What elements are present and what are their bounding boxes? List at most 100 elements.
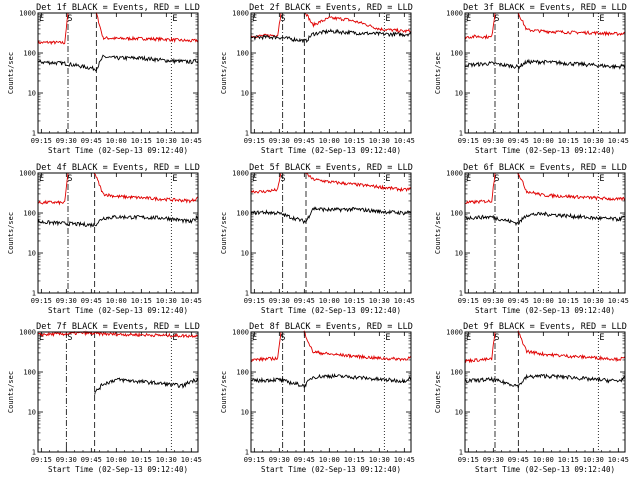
x-tick-label: 10:15: [558, 456, 579, 464]
y-axis-label: Counts/sec: [7, 212, 15, 254]
x-tick-label: 09:45: [81, 297, 102, 305]
panel-title: Det 6f BLACK = Events, RED = LLD: [463, 163, 627, 173]
x-tick-label: 10:45: [608, 456, 629, 464]
y-tick-label: 10: [28, 90, 36, 98]
marker-label: S: [67, 174, 72, 184]
x-tick-label: 10:00: [533, 137, 554, 145]
x-tick-label: 10:30: [369, 297, 390, 305]
marker-label: E: [39, 14, 44, 24]
y-tick-label: 1: [32, 290, 36, 298]
x-tick-label: 10:15: [131, 297, 152, 305]
detector-panel: Det 4f BLACK = Events, RED = LLD Counts/s…: [7, 163, 202, 315]
x-tick-label: 09:15: [244, 137, 265, 145]
x-tick-label: 10:30: [156, 456, 177, 464]
events-series-line: [250, 28, 412, 43]
x-tick-label: 09:30: [483, 137, 504, 145]
x-tick-label: 10:00: [319, 137, 340, 145]
panel-title: Det 3f BLACK = Events, RED = LLD: [463, 3, 627, 13]
lld-series-line: [250, 172, 412, 194]
y-tick-label: 1: [459, 130, 463, 138]
x-tick-label: 10:45: [394, 297, 415, 305]
x-tick-label: 10:15: [131, 456, 152, 464]
marker-label: S: [494, 14, 499, 24]
x-tick-label: 10:45: [181, 456, 202, 464]
x-tick-label: 09:30: [483, 456, 504, 464]
y-tick-label: 10: [455, 90, 463, 98]
y-tick-label: 1000: [446, 10, 463, 18]
x-tick-label: 09:15: [31, 297, 52, 305]
x-tick-label: 09:45: [508, 137, 529, 145]
y-tick-label: 100: [236, 369, 249, 377]
y-axis-label: Counts/sec: [220, 52, 228, 94]
y-axis-label: Counts/sec: [434, 52, 442, 94]
events-series-line: [250, 206, 412, 225]
panel-title: Det 1f BLACK = Events, RED = LLD: [36, 3, 200, 13]
y-tick-label: 1: [459, 449, 463, 457]
lld-series-line: [464, 172, 626, 205]
y-tick-label: 1000: [19, 10, 36, 18]
plot-frame: [37, 331, 199, 453]
plot-frame: [37, 12, 199, 134]
marker-label: S: [494, 333, 499, 343]
events-series-line: [464, 211, 626, 227]
y-tick-label: 100: [450, 210, 463, 218]
y-tick-label: 1000: [232, 170, 249, 178]
y-tick-label: 100: [236, 210, 249, 218]
marker-label: E: [599, 174, 604, 184]
y-axis-label: Counts/sec: [220, 212, 228, 254]
y-axis-label: Counts/sec: [220, 371, 228, 413]
plot-frame: [250, 172, 412, 294]
x-tick-label: 10:00: [319, 297, 340, 305]
y-tick-label: 1000: [19, 329, 36, 337]
marker-label: S: [67, 14, 72, 24]
x-tick-label: 09:15: [31, 456, 52, 464]
x-tick-label: 09:30: [483, 297, 504, 305]
lld-series-line: [38, 172, 199, 206]
y-axis-label: Counts/sec: [434, 212, 442, 254]
x-axis-label: Start Time (02-Sep-13 09:12:40): [48, 306, 188, 315]
y-tick-label: 10: [28, 250, 36, 258]
x-tick-label: 10:00: [533, 297, 554, 305]
events-series-line: [464, 373, 626, 389]
x-tick-label: 09:45: [294, 137, 315, 145]
plot-frame: [250, 331, 412, 453]
x-tick-label: 10:45: [394, 137, 415, 145]
x-tick-label: 09:15: [458, 456, 479, 464]
x-tick-label: 10:15: [558, 137, 579, 145]
x-tick-label: 09:30: [269, 297, 290, 305]
x-tick-label: 10:30: [156, 137, 177, 145]
lld-series-line: [464, 12, 626, 40]
marker-label: E: [39, 174, 44, 184]
x-tick-label: 09:30: [56, 297, 77, 305]
detector-panel: Det 8f BLACK = Events, RED = LLD Counts/s…: [220, 322, 415, 474]
x-axis-label: Start Time (02-Sep-13 09:12:40): [48, 465, 188, 474]
y-tick-label: 100: [236, 50, 249, 58]
lld-series-line: [464, 330, 626, 364]
y-tick-label: 1: [32, 449, 36, 457]
detector-panel: Det 2f BLACK = Events, RED = LLD Counts/s…: [220, 3, 415, 155]
x-tick-label: 10:15: [344, 137, 365, 145]
marker-label: S: [280, 174, 285, 184]
y-tick-label: 1000: [446, 329, 463, 337]
x-axis-label: Start Time (02-Sep-13 09:12:40): [261, 465, 401, 474]
panel-title: Det 5f BLACK = Events, RED = LLD: [249, 163, 413, 173]
x-tick-label: 09:15: [244, 456, 265, 464]
x-tick-label: 09:15: [458, 297, 479, 305]
x-tick-label: 10:30: [369, 137, 390, 145]
x-tick-label: 10:15: [131, 137, 152, 145]
x-axis-label: Start Time (02-Sep-13 09:12:40): [475, 465, 615, 474]
y-tick-label: 1: [32, 130, 36, 138]
marker-label: E: [172, 174, 177, 184]
x-tick-label: 09:45: [81, 137, 102, 145]
x-axis-label: Start Time (02-Sep-13 09:12:40): [261, 146, 401, 155]
y-tick-label: 10: [241, 90, 249, 98]
y-axis-label: Counts/sec: [434, 371, 442, 413]
y-axis-label: Counts/sec: [7, 52, 15, 94]
lld-series-line: [37, 330, 199, 339]
marker-label: E: [385, 333, 390, 343]
x-tick-label: 10:15: [344, 456, 365, 464]
x-tick-label: 09:15: [244, 297, 265, 305]
y-tick-label: 1: [459, 290, 463, 298]
y-tick-label: 1: [245, 130, 249, 138]
